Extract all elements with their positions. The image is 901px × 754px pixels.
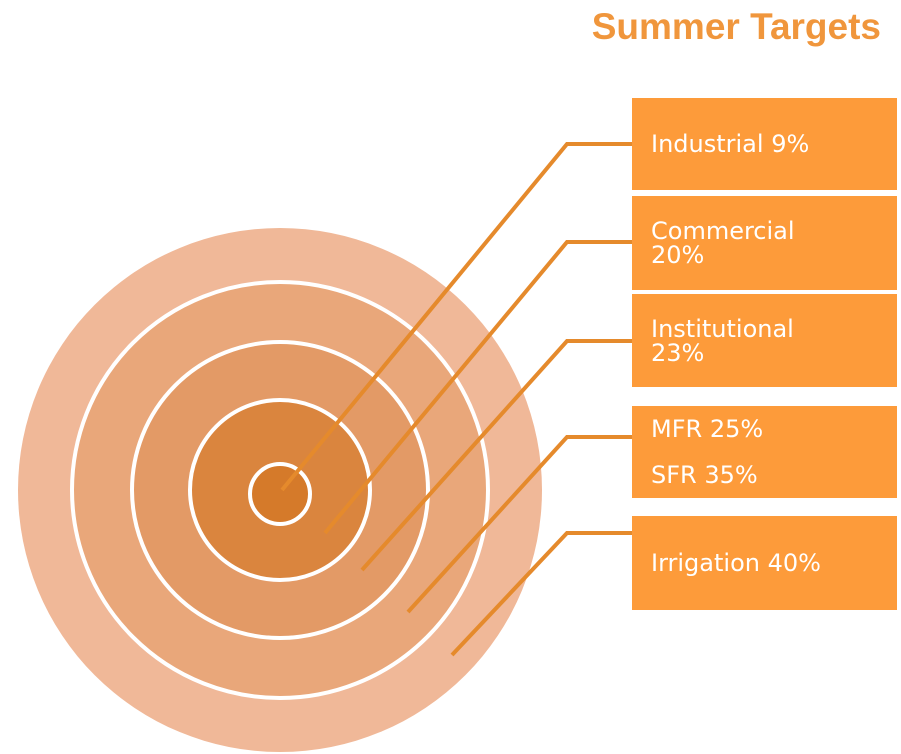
label-text: MFR 25% xyxy=(651,415,764,443)
leader-line xyxy=(280,142,632,492)
label-box: Irrigation 40% xyxy=(632,516,897,610)
label-text: Irrigation 40% xyxy=(651,549,821,577)
leader-line xyxy=(450,531,632,657)
leader-line xyxy=(323,240,632,535)
label-box: Industrial 9% xyxy=(632,98,897,190)
label-box: Institutional 23% xyxy=(632,294,897,387)
leader-line xyxy=(406,435,632,614)
label-text: Industrial 9% xyxy=(651,130,810,158)
label-text: SFR 35% xyxy=(651,461,758,489)
label-text: Commercial xyxy=(651,217,795,245)
ring xyxy=(248,462,312,526)
title: Summer Targets xyxy=(591,6,881,47)
label-text: 20% xyxy=(651,241,705,269)
label-text: 23% xyxy=(651,338,705,367)
leader-line xyxy=(360,339,632,572)
label-text: Institutional xyxy=(651,314,794,343)
label-box: MFR 25% SFR 35% xyxy=(632,406,897,498)
label-box: Commercial 20% xyxy=(632,196,897,290)
